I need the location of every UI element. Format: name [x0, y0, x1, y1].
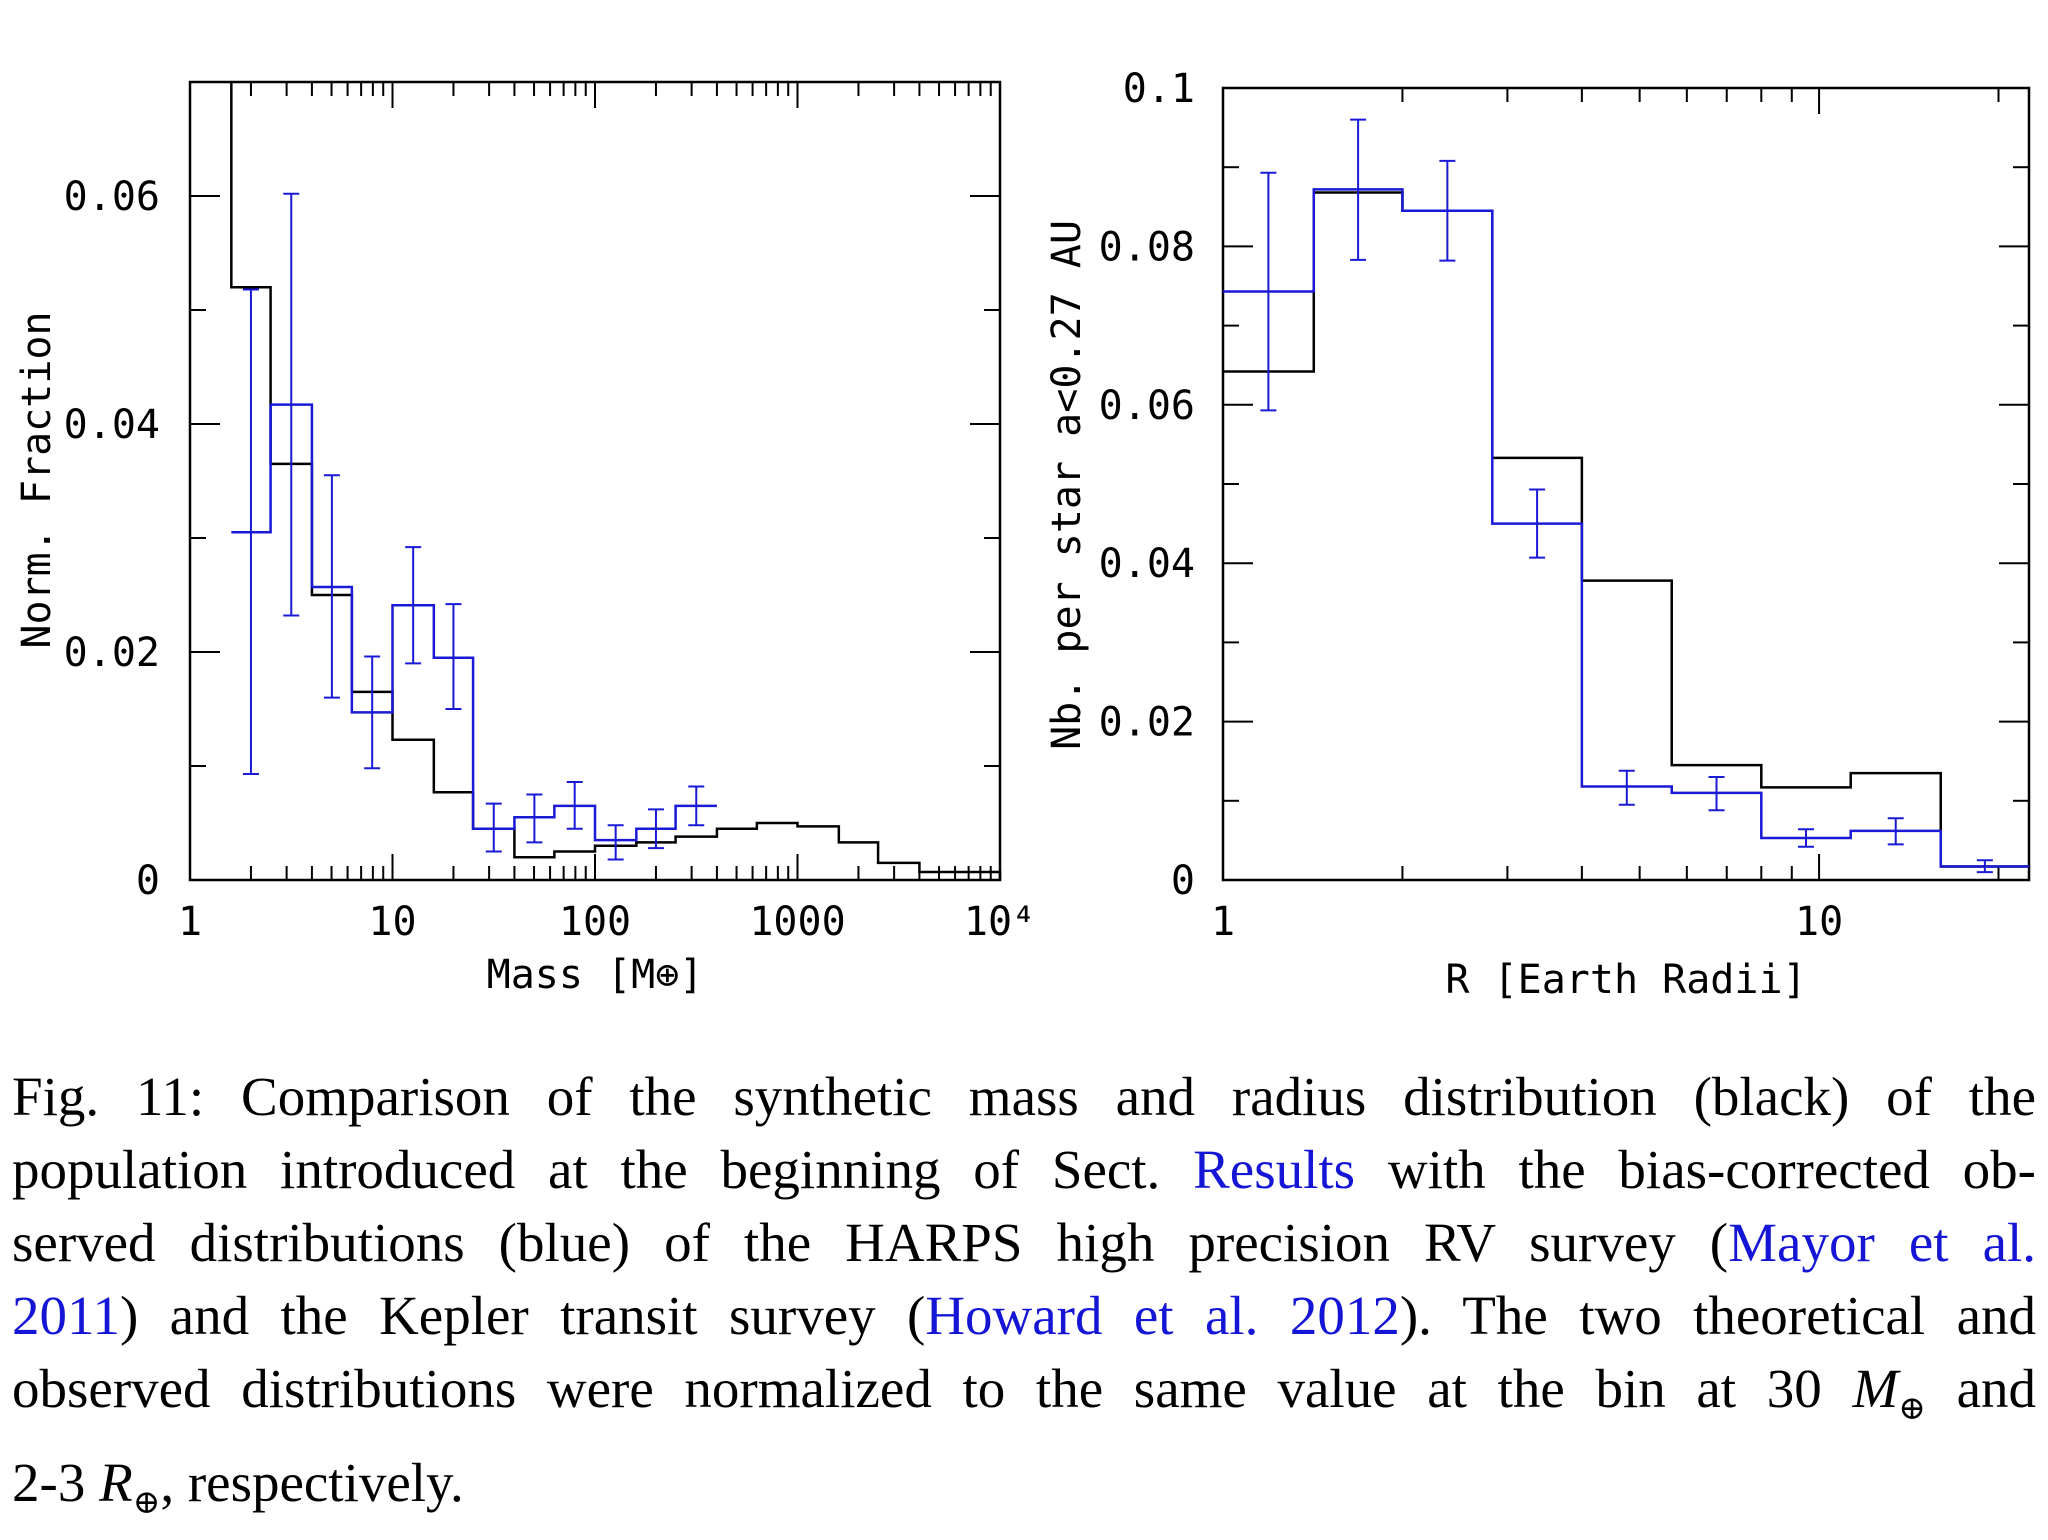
mass-x-tick-label: 100 — [559, 899, 631, 945]
radius-y-tick-label: 0.02 — [1099, 700, 1195, 746]
mass-observed-series — [231, 403, 717, 842]
mass-x-tick-label: 1 — [178, 899, 202, 945]
caption-reference-link[interactable]: Results — [1193, 1139, 1356, 1200]
radius-y-tick-label: 0.04 — [1099, 541, 1195, 587]
radius-y-axis-label: Nb. per star a<0.27 AU — [1044, 220, 1090, 750]
mass-y-tick-label: 0.04 — [64, 402, 160, 448]
caption-line: Fig. 11: Comparison of the synthetic mas… — [12, 1066, 2036, 1127]
radius-y-tick-label: 0.1 — [1123, 66, 1195, 112]
radius-synthetic-series — [1223, 191, 2029, 868]
radius-observed-series — [1223, 188, 2029, 868]
mass-x-tick-label: 10⁴ — [964, 899, 1036, 945]
radius-plot-frame — [1221, 86, 2031, 882]
caption-reference-link[interactable]: Mayor et al. — [1728, 1212, 2037, 1273]
radius-x-axis-label: R [Earth Radii] — [1445, 957, 1806, 1003]
radius-x-tick-label: 10 — [1795, 899, 1843, 945]
radius-histogram-panel: 1 10 0 0.02 0.04 0.06 0.08 0.1 R [Earth Radii] Nb… — [1044, 66, 2031, 1003]
caption-math-symbol: R⊕ — [99, 1452, 161, 1521]
caption-line: 2-3 R⊕, respectively. — [12, 1452, 464, 1521]
mass-x-tick-label: 10 — [368, 899, 416, 945]
mass-x-axis-label: Mass [M⊕] — [487, 952, 704, 998]
caption-math-symbol: M⊕ — [1852, 1358, 1926, 1427]
radius-y-tick-label: 0.06 — [1099, 383, 1195, 429]
mass-y-tick-label: 0 — [136, 858, 160, 904]
mass-histogram-panel: 1 10 100 1000 10⁴ 0 0.02 0.04 0.06 Mass [M⊕] Norm.… — [14, 80, 1036, 998]
mass-y-tick-label: 0.02 — [64, 630, 160, 676]
caption-reference-link[interactable]: 2011 — [12, 1285, 120, 1346]
caption-line: population introduced at the beginning o… — [12, 1139, 2036, 1200]
figure-caption: Fig. 11: Comparison of the synthetic mas… — [12, 1060, 2036, 1540]
mass-synthetic-series — [230, 82, 1002, 880]
mass-y-tick-label: 0.06 — [64, 174, 160, 220]
radius-x-tick-label: 1 — [1211, 899, 1235, 945]
radius-y-tick-label: 0.08 — [1099, 224, 1195, 270]
mass-x-tick-label: 1000 — [749, 899, 845, 945]
caption-reference-link[interactable]: Howard et al. 2012 — [925, 1285, 1400, 1346]
caption-line: served distributions (blue) of the HARPS… — [12, 1212, 2037, 1273]
caption-line: observed distributions were normalized t… — [12, 1358, 2036, 1427]
radius-y-tick-label: 0 — [1171, 858, 1195, 904]
mass-y-axis-label: Norm. Fraction — [14, 311, 60, 648]
caption-line: 2011) and the Kepler transit survey (How… — [12, 1285, 2036, 1346]
